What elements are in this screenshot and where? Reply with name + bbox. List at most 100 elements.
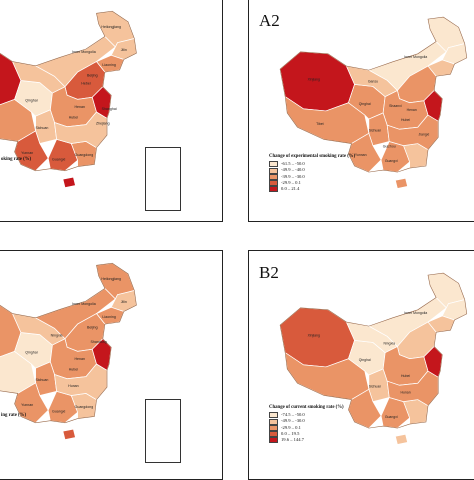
province-label: Guangxi	[385, 159, 398, 163]
legend-range: 0.0 – 19.5	[281, 430, 300, 436]
legend-range: -29.9 – 0.1	[281, 179, 301, 185]
legend-range: -49.9 – -30.0	[281, 418, 305, 424]
map-group: Inner Mongolia Xinjiang Tibet Qinghai Gansu S…	[279, 16, 468, 189]
legend-row: -74.5 – -50.0	[269, 412, 344, 419]
province-label: Zhejiang	[96, 122, 110, 126]
province-label: Hebei	[81, 82, 91, 86]
legend-range: -29.9 – 0.1	[281, 424, 301, 430]
country-outline	[279, 272, 468, 429]
province-region-hainan	[394, 177, 409, 189]
legend-row: -29.9 – 0.1	[269, 180, 355, 186]
province-label: Xinjiang	[308, 333, 320, 337]
province-label: Beijing	[87, 73, 98, 77]
legend-swatch	[269, 424, 278, 431]
panel-a1: Heilongjiang Inner Mongolia Jilin Liaoning Q…	[0, 0, 223, 222]
legend-title-partial-b1: ing rate (%)	[1, 413, 27, 418]
legend-row: 0.0 – 19.5	[269, 431, 344, 437]
province-label: Inner Mongolia	[404, 55, 427, 59]
inset-b1	[145, 399, 181, 463]
province-label: Henan	[407, 108, 417, 112]
map-a1: Heilongjiang Inner Mongolia Jilin Liaoning Q…	[0, 10, 137, 189]
province-label: Sichuan	[35, 126, 48, 130]
province-label: Guangxi	[52, 409, 65, 413]
legend-swatch	[269, 437, 278, 444]
province-label: Qinghai	[25, 351, 37, 355]
panel-label-b2: B2	[259, 263, 279, 282]
map-group: Heilongjiang Inner Mongolia Jilin Liaoning Q…	[0, 262, 137, 441]
legend-row: -49.9 – -30.0	[269, 418, 344, 425]
province-label: Heilongjiang	[101, 277, 121, 281]
province-label: Ningxia	[51, 334, 63, 338]
legend-title-a2: Change of experimental smoking rate (%)	[269, 154, 356, 159]
province-label: Beijing	[87, 325, 98, 329]
legend-swatch	[269, 173, 278, 180]
legend-items-a2: -61.5 – -50.0 -49.9 – -40.0 -39.9 – -30.0-…	[269, 161, 355, 193]
province-label: Shanghai	[102, 107, 117, 111]
country-outline	[279, 16, 468, 173]
province-label: Inner Mongolia	[404, 311, 427, 315]
legend-swatch	[269, 179, 278, 186]
province-label: Liaoning	[102, 63, 115, 67]
province-label: Inner Mongolia	[72, 302, 96, 306]
map-b2: Inner Mongolia Xinjiang Qinghai Ningxia Hube…	[279, 272, 468, 445]
province-label: Henan	[74, 357, 85, 361]
province-label: Hunan	[400, 390, 410, 394]
legend-range: -74.5 – -50.0	[281, 412, 305, 418]
province-label: Qinghai	[359, 358, 371, 362]
legend-swatch	[269, 167, 278, 174]
legend-b2: Change of current smoking rate (%) -74.5…	[269, 405, 344, 444]
province-label: Qinghai	[359, 102, 371, 106]
province-label: Ningxia	[383, 341, 395, 345]
legend-items-b2: -74.5 – -50.0 -49.9 – -30.0 -29.9 – 0.1 0.0…	[269, 412, 344, 444]
province-label: Shandong	[90, 340, 106, 344]
legend-range: -49.9 – -40.0	[281, 167, 305, 173]
legend-row: 19.6 – 144.7	[269, 437, 344, 444]
province-label: Sichuan	[369, 384, 382, 388]
map-a2: Inner Mongolia Xinjiang Tibet Qinghai Gansu S…	[279, 16, 468, 189]
panel-a2: Inner Mongolia Xinjiang Tibet Qinghai Gansu S…	[248, 0, 474, 222]
legend-title-b2: Change of current smoking rate (%)	[269, 405, 344, 410]
legend-swatch	[269, 418, 278, 425]
legend-row: -61.5 – -50.0	[269, 161, 355, 168]
map-b1: Heilongjiang Inner Mongolia Jilin Liaoning Q…	[0, 262, 137, 441]
province-label: Guangdong	[75, 153, 94, 157]
province-label: Jilin	[121, 48, 127, 52]
province-label: Yunnan	[21, 151, 33, 155]
legend-swatch	[269, 412, 278, 419]
legend-range: -61.5 – -50.0	[281, 161, 305, 167]
province-label: Xinjiang	[308, 77, 320, 81]
province-region-hainan	[62, 176, 76, 189]
province-label: Guangxi	[52, 157, 65, 161]
legend-range: -39.9 – -30.0	[281, 173, 305, 179]
province-label: Hubei	[69, 367, 79, 371]
legend-swatch	[269, 186, 278, 193]
province-label: Hunan	[68, 384, 79, 388]
country-outline	[0, 10, 137, 172]
map-group: Heilongjiang Inner Mongolia Jilin Liaoning Q…	[0, 10, 137, 189]
province-label: Hubei	[69, 115, 79, 119]
province-label: Henan	[74, 105, 85, 109]
legend-range: 0.0 – 21.4	[281, 186, 300, 192]
legend-row: -49.9 – -40.0	[269, 167, 355, 174]
province-region-hainan	[62, 428, 76, 441]
country-outline	[0, 262, 137, 424]
province-label: Qinghai	[25, 98, 37, 102]
legend-swatch	[269, 161, 278, 168]
legend-range: 19.6 – 144.7	[281, 437, 304, 443]
province-label: Inner Mongolia	[72, 50, 96, 54]
panel-label-a2: A2	[259, 11, 280, 30]
province-label: Shaanxi	[389, 104, 402, 108]
legend-row: -29.9 – 0.1	[269, 425, 344, 431]
panel-b2: Inner Mongolia Xinjiang Qinghai Ningxia Hube…	[248, 250, 474, 480]
province-label: Tibet	[316, 122, 324, 126]
province-label: Sichuan	[35, 378, 48, 382]
province-label: Yunnan	[21, 403, 33, 407]
panel-b1: Heilongjiang Inner Mongolia Jilin Liaoning Q…	[0, 250, 223, 480]
province-label: Heilongjiang	[101, 25, 121, 29]
province-label: Liaoning	[102, 315, 115, 319]
province-label: Hubei	[401, 374, 410, 378]
province-label: Sichuan	[369, 128, 382, 132]
map-group: Inner Mongolia Xinjiang Qinghai Ningxia Hube…	[279, 272, 468, 445]
province-label: Yunnan	[355, 153, 367, 157]
legend-title-partial-a1: oking rate (%)	[1, 157, 32, 162]
